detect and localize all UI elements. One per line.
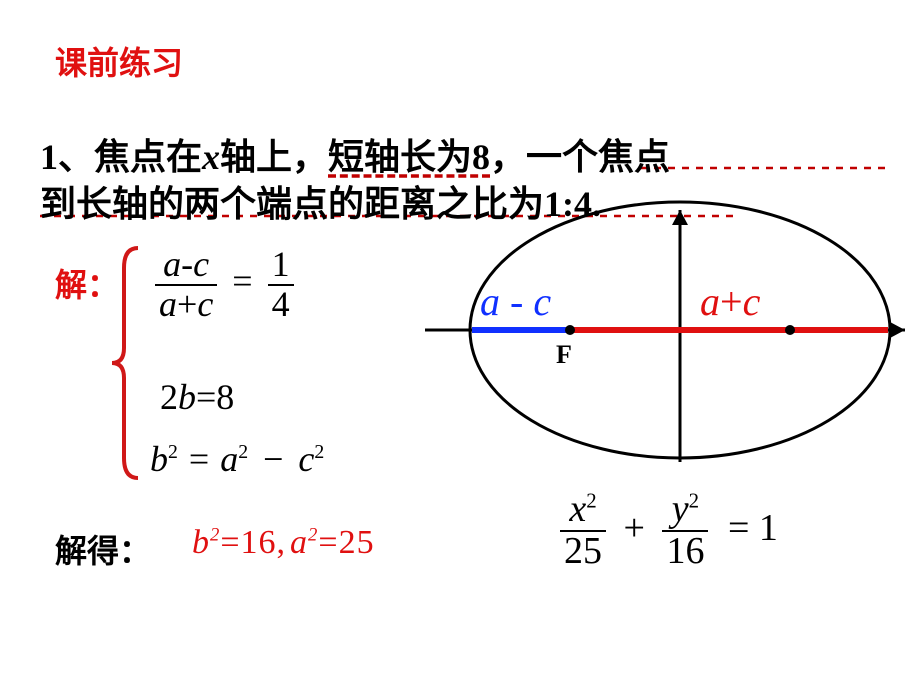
eq3-minus: − [257,439,289,479]
eq1-den-a: a [159,284,177,324]
label-a-plus-c: a+c [700,278,760,325]
rv-b: b [192,524,210,561]
p1-suf: ，一个焦点 [490,137,670,177]
ee-x-frac: x2 25 [560,490,606,572]
eq2-b: b [178,377,196,417]
ee-eq1: = 1 [718,507,778,549]
eq1-rnum: 1 [268,246,294,284]
rv-25: 25 [339,524,375,561]
eq1-rden: 4 [268,284,294,324]
slide: { "layout": { "width": 920, "height": 69… [0,0,920,690]
ellipse-equation: x2 25 + y2 16 = 1 [560,490,778,572]
p1-prefix: 1、焦点在 [40,137,202,177]
problem-line-1: 1、焦点在x轴上，短轴长为8，一个焦点 [40,128,670,180]
amc-a: a [480,279,500,324]
eq1-num-c: c [193,244,209,284]
eq3-a: a [220,439,238,479]
ee-16: 16 [662,530,708,572]
result-values: b2=16,a2=25 [192,524,375,562]
diagram-svg [0,0,920,690]
apc-op: + [720,279,743,324]
p1-ul: 短轴长为8 [328,137,490,177]
eq1-den-op: + [177,284,197,324]
eq3-b: b [150,439,168,479]
p1-x: x [202,137,220,177]
label-a-minus-c: a - c [480,278,551,325]
rv-comma: , [277,524,291,561]
ee-x: x [569,488,586,530]
eq1-num-op: - [181,244,193,284]
p1-mid: 轴上， [220,137,328,177]
header-title: 课前练习 [55,38,183,84]
eq3: b2 = a2 − c2 [150,438,324,480]
ee-25: 25 [560,530,606,572]
amc-op: - [500,279,533,324]
label-F: F [556,340,572,370]
eq1-left-frac: a-c a+c [155,246,217,324]
apc-c: c [743,279,761,324]
eq2-2: 2 [160,377,178,417]
amc-c: c [533,279,551,324]
eq2-eq8: =8 [196,377,234,417]
ee-plus: + [616,507,653,549]
eq2: 2b=8 [160,376,234,418]
eq1: a-c a+c = 1 4 [155,246,294,324]
eq3-eq: = [187,439,211,479]
apc-a: a [700,279,720,324]
rv-eq1: = [220,524,240,561]
eq3-c: c [298,439,314,479]
eq1-right-frac: 1 4 [268,246,294,324]
rv-a: a [290,524,308,561]
result-label: 解得： [55,526,151,572]
eq1-den-c: c [197,284,213,324]
ee-y-frac: y2 16 [662,490,708,572]
rv-16: 16 [241,524,277,561]
problem-line-2: 到长轴的两个端点的距离之比为1:4. [40,175,601,227]
solution-label: 解： [55,260,119,306]
eq1-num-a: a [163,244,181,284]
rv-b2: 2 [210,525,220,546]
eq1-eq: = [226,261,258,301]
rv-eq2: = [318,524,338,561]
ee-y: y [672,488,689,530]
rv-a2: 2 [308,525,318,546]
